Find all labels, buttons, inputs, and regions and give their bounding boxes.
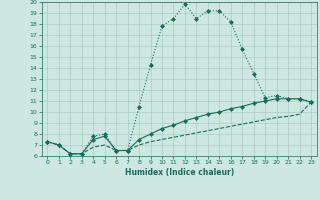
X-axis label: Humidex (Indice chaleur): Humidex (Indice chaleur) xyxy=(124,168,234,177)
